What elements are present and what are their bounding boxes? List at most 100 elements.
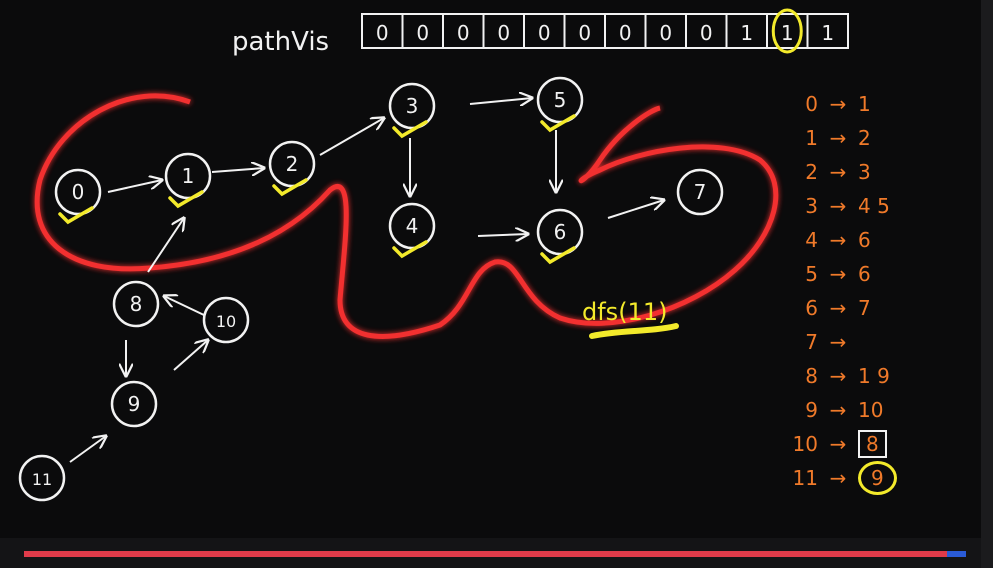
node-label-4: 4	[406, 214, 419, 238]
pathvis-cell-0: 0	[376, 21, 389, 45]
video-progress-bar[interactable]	[24, 551, 966, 557]
node-label-3: 3	[406, 94, 419, 118]
node-label-1: 1	[182, 164, 195, 188]
adjacency-arrow: →	[829, 126, 847, 150]
node-label-0: 0	[72, 180, 85, 204]
node-9	[110, 380, 158, 428]
node-3	[388, 82, 436, 130]
graph-nodes: 0 1 2 3 4 5 6 7 8 9 10 11	[18, 76, 724, 502]
adjacency-row-0: 0 → 1	[788, 92, 871, 116]
adjacency-row-5: 5 → 6	[788, 262, 871, 286]
visited-tick-5	[540, 114, 576, 133]
adjacency-node: 6	[805, 296, 818, 320]
pathvis-cell-6: 0	[619, 21, 632, 45]
pathvis-cell-5: 0	[578, 21, 591, 45]
dfs-call-underline	[589, 323, 679, 339]
edge-4-6	[477, 234, 528, 236]
pathvis-cell-2: 0	[457, 21, 470, 45]
node-2	[268, 140, 316, 188]
node-label-11: 11	[32, 470, 52, 489]
pathvis-array: 0 0 0 0 0 0 0 0 0 1 1 1	[361, 8, 849, 54]
adjacency-row-4: 4 → 6	[788, 228, 871, 252]
adjacency-row-7: 7 →	[788, 330, 858, 354]
adjacency-neighbors: 6	[858, 228, 871, 252]
adjacency-neighbors: 7	[858, 296, 871, 320]
adjacency-arrow: →	[829, 262, 847, 286]
adjacency-arrow: →	[829, 330, 847, 354]
adjacency-neighbors: 9	[858, 461, 897, 495]
edge-11-9	[69, 436, 106, 463]
adjacency-arrow: →	[829, 364, 847, 388]
adjacency-row-1: 1 → 2	[788, 126, 870, 150]
edge-3-5	[469, 98, 532, 104]
adjacency-neighbors: 1	[858, 92, 871, 116]
adjacency-node: 9	[805, 398, 818, 422]
pathvis-cell-8: 0	[700, 21, 713, 45]
node-11	[18, 454, 66, 502]
dfs-call-label: dfs(11)	[582, 298, 667, 326]
visited-tick-1	[168, 190, 204, 209]
pathvis-cell-11: 1	[821, 21, 834, 45]
adjacency-arrow: →	[829, 432, 847, 456]
adjacency-arrow: →	[829, 92, 847, 116]
adjacency-node: 4	[805, 228, 818, 252]
dfs-highlight-path	[34, 93, 779, 339]
adjacency-arrow: →	[829, 194, 847, 218]
edge-0-1	[107, 180, 162, 193]
node-0	[54, 168, 102, 216]
adjacency-row-6: 6 → 7	[788, 296, 871, 320]
pathvis-cell-1: 0	[416, 21, 429, 45]
node-1	[164, 152, 212, 200]
adjacency-neighbors: 8	[858, 430, 887, 458]
adjacency-row-2: 2 → 3	[788, 160, 870, 184]
node-5	[536, 76, 584, 124]
node-label-6: 6	[554, 220, 567, 244]
edge-8-1	[147, 218, 184, 273]
visited-tick-3	[392, 120, 428, 139]
adjacency-neighbors: 4 5	[858, 194, 890, 218]
visited-tick-0	[58, 206, 94, 225]
adjacency-node: 2	[805, 160, 818, 184]
adjacency-row-3: 3 → 4 5	[788, 194, 890, 218]
edge-10-8	[164, 296, 207, 317]
window-edge	[981, 0, 993, 568]
adjacency-row-9: 9 → 10	[788, 398, 883, 422]
edge-2-3	[319, 118, 384, 156]
node-6	[536, 208, 584, 256]
node-label-10: 10	[216, 312, 236, 331]
pathvis-cell-4: 0	[538, 21, 551, 45]
adjacency-node: 7	[805, 330, 818, 354]
pathvis-cell-7: 0	[659, 21, 672, 45]
pathvis-highlight-circle	[771, 8, 803, 54]
adjacency-node: 10	[792, 432, 818, 456]
adjacency-node: 5	[805, 262, 818, 286]
edge-9-10	[173, 340, 208, 371]
adjacency-neighbors: 10	[858, 398, 884, 422]
adjacency-neighbors: 6	[858, 262, 871, 286]
adjacency-arrow: →	[829, 398, 847, 422]
graph-edges	[69, 98, 664, 463]
adjacency-row-11: 11 → 9	[788, 461, 897, 495]
visited-tick-4	[392, 240, 428, 259]
adjacency-node: 0	[805, 92, 818, 116]
node-label-7: 7	[694, 180, 707, 204]
adjacency-neighbors: 1 9	[858, 364, 890, 388]
edge-1-2	[211, 168, 264, 172]
node-8	[112, 280, 160, 328]
node-4	[388, 202, 436, 250]
adjacency-node: 1	[805, 126, 818, 150]
adjacency-arrow: →	[829, 296, 847, 320]
pathvis-cell-10: 1	[781, 21, 794, 45]
adjacency-row-10: 10 → 8	[788, 430, 887, 458]
visited-tick-2	[272, 178, 308, 197]
pathvis-cell-3: 0	[497, 21, 510, 45]
adjacency-node: 8	[805, 364, 818, 388]
node-label-2: 2	[286, 152, 299, 176]
adjacency-arrow: →	[829, 466, 847, 490]
node-label-5: 5	[554, 88, 567, 112]
visited-tick-6	[540, 246, 576, 265]
adjacency-arrow: →	[829, 160, 847, 184]
node-label-9: 9	[128, 392, 141, 416]
node-label-8: 8	[130, 292, 143, 316]
pathvis-cell-9: 1	[740, 21, 753, 45]
